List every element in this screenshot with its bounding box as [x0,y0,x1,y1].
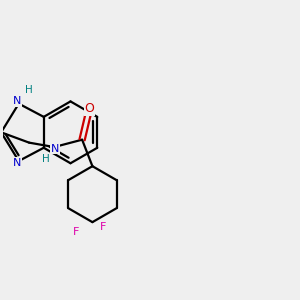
Text: F: F [100,222,106,232]
Text: F: F [73,227,80,237]
Text: H: H [42,154,50,164]
Text: N: N [13,96,22,106]
Text: N: N [50,143,59,154]
Text: N: N [13,158,22,168]
Text: O: O [85,102,94,115]
Text: H: H [25,85,33,95]
